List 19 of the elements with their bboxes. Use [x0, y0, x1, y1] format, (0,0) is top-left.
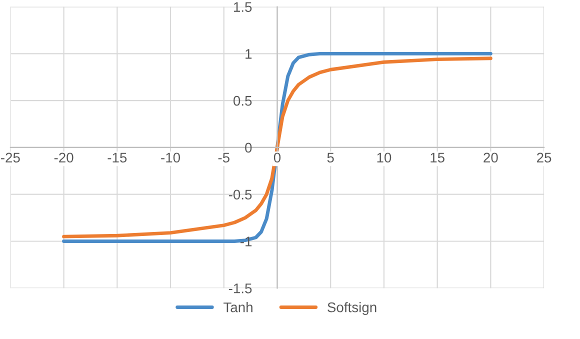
x-tick-label: 5 — [327, 152, 334, 163]
legend-label: Softsign — [328, 302, 376, 316]
y-tick-label: 0.5 — [233, 96, 252, 106]
x-tick-label: 15 — [430, 152, 444, 163]
x-tick-label: 0 — [274, 152, 281, 163]
x-tick-label: -25 — [1, 152, 20, 163]
x-tick-label: -15 — [108, 152, 127, 163]
legend-label: Tanh — [224, 302, 252, 312]
x-tick-label: 10 — [377, 152, 392, 163]
x-tick-label: -10 — [161, 152, 180, 163]
x-tick-label: 20 — [484, 152, 498, 163]
y-tick-label: -1.5 — [228, 284, 252, 294]
x-tick-label: 25 — [537, 152, 552, 163]
x-tick-label: -5 — [218, 152, 230, 163]
y-tick-label: 0 — [245, 142, 252, 153]
y-tick-label: 1.5 — [234, 2, 252, 12]
x-tick-label: -20 — [54, 152, 74, 163]
y-tick-label: -0.5 — [228, 190, 252, 200]
y-tick-label: 1 — [246, 49, 252, 59]
